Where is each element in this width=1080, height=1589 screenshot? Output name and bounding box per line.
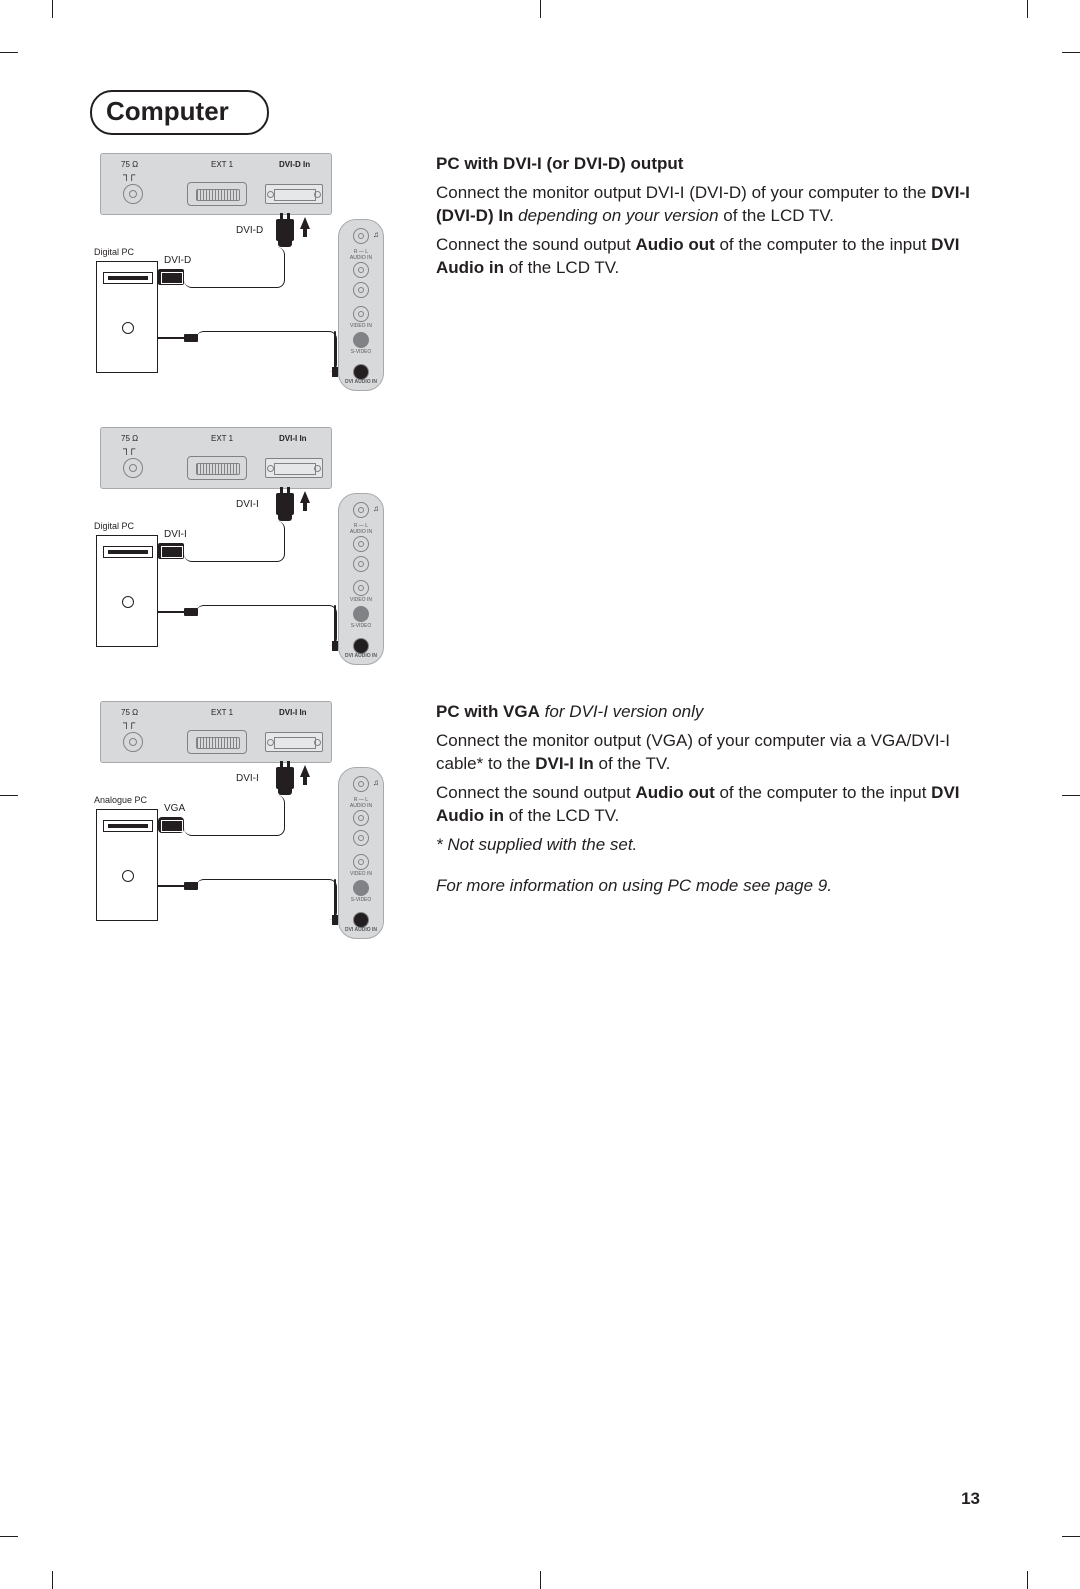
crop-mark — [540, 1571, 541, 1589]
coax-port-icon — [123, 184, 143, 204]
crop-mark — [52, 1571, 53, 1589]
tv-back-panel: 75 Ω ┐┌ EXT 1 DVI-D In — [100, 153, 332, 215]
text-block-2: PC with VGA for DVI-I version only Conne… — [436, 701, 990, 904]
crop-mark — [1062, 795, 1080, 796]
dvi-port-icon — [265, 184, 323, 204]
audio-jack-icon — [158, 603, 198, 621]
crop-mark — [1027, 0, 1028, 18]
audio-cable — [196, 331, 337, 372]
scart-port-icon — [187, 456, 247, 480]
pc-dvi-port-icon — [158, 269, 184, 285]
pc-dvi-port-icon — [158, 543, 184, 559]
diagram-vga: 75 Ω ┐┌ EXT 1 DVI-I In DVI-I Analogue PC… — [90, 701, 410, 941]
supply-note: * Not supplied with the set. — [436, 834, 990, 857]
dvi-plug-icon — [276, 219, 294, 241]
arrow-up-icon — [300, 217, 310, 229]
heading-1: PC with DVI-I (or DVI-D) output — [436, 154, 683, 173]
diagram-dvid: 75 Ω ┐┌ EXT 1 DVI-D In DVI-D Digital PC … — [90, 153, 410, 393]
dvi-port-icon — [265, 732, 323, 752]
tv-back-panel: 75 Ω ┐┌ EXT 1 DVI-I In — [100, 427, 332, 489]
arrow-up-icon — [300, 491, 310, 503]
coax-port-icon — [123, 458, 143, 478]
audio-jack-icon — [158, 329, 198, 347]
audio-cable — [196, 879, 337, 920]
dvi-in-label: DVI-D In — [279, 160, 310, 169]
cable-label-tv: DVI-D — [236, 225, 263, 236]
antenna-icon: ┐┌ — [123, 170, 133, 181]
audio-cable — [334, 605, 336, 645]
crop-mark — [1062, 1536, 1080, 1537]
pc-vga-port-icon — [158, 817, 184, 833]
heading-2-bold: PC with VGA — [436, 702, 540, 721]
crop-mark — [1062, 52, 1080, 53]
diagram-dvii: 75 Ω ┐┌ EXT 1 DVI-I In DVI-I Digital PC … — [90, 427, 410, 667]
pc-tower-icon — [96, 261, 158, 373]
footer-note: For more information on using PC mode se… — [436, 875, 990, 898]
headphone-icon: ♫ — [373, 504, 379, 513]
crop-mark — [0, 52, 18, 53]
pc-tower-icon — [96, 809, 158, 921]
crop-mark — [540, 0, 541, 18]
crop-mark — [1027, 1571, 1028, 1589]
crop-mark — [0, 1536, 18, 1537]
headphone-icon: ♫ — [373, 230, 379, 239]
tv-side-panel: ♫ R — LAUDIO IN VIDEO IN S-VIDEO DVI AUD… — [338, 767, 384, 939]
tv-side-panel: ♫ R — LAUDIO IN VIDEO IN S-VIDEO DVI AUD… — [338, 493, 384, 665]
audio-cable — [334, 331, 336, 371]
audio-cable — [196, 605, 337, 646]
section-title: Computer — [90, 90, 269, 135]
pc-tower-icon — [96, 535, 158, 647]
antenna-icon: ┐┌ — [123, 444, 133, 455]
audio-jack-icon — [158, 877, 198, 895]
heading-2-ital: for DVI-I version only — [545, 702, 704, 721]
video-cable — [184, 247, 285, 288]
dvi-plug-icon — [276, 493, 294, 515]
tv-side-panel: ♫ R — LAUDIO IN VIDEO IN S-VIDEO DVI AUD… — [338, 219, 384, 391]
tv-back-panel: 75 Ω ┐┌ EXT 1 DVI-I In — [100, 701, 332, 763]
headphone-icon: ♫ — [373, 778, 379, 787]
arrow-up-icon — [300, 765, 310, 777]
scart-port-icon — [187, 182, 247, 206]
video-cable — [184, 521, 285, 562]
coax-port-icon — [123, 732, 143, 752]
ext1-label: EXT 1 — [211, 160, 233, 169]
antenna-icon: ┐┌ — [123, 718, 133, 729]
pc-type-label: Digital PC — [94, 247, 134, 257]
antenna-ohm-label: 75 Ω — [121, 160, 138, 169]
audio-cable — [334, 879, 336, 919]
crop-mark — [0, 795, 18, 796]
dvi-port-icon — [265, 458, 323, 478]
page-number: 13 — [961, 1489, 980, 1509]
text-block-1: PC with DVI-I (or DVI-D) output Connect … — [436, 153, 990, 286]
scart-port-icon — [187, 730, 247, 754]
dvi-plug-icon — [276, 767, 294, 789]
video-cable — [184, 795, 285, 836]
crop-mark — [52, 0, 53, 18]
